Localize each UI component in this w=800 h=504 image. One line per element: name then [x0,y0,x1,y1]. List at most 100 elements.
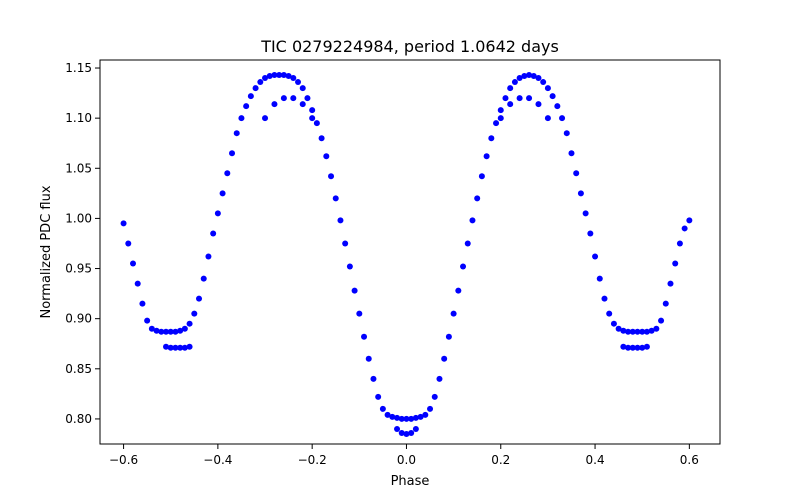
data-point-s0-18 [205,253,212,260]
data-point-s0-40 [309,107,316,114]
data-point-s1-9 [290,95,297,102]
data-point-s1-7 [271,101,278,108]
data-point-s0-94 [563,130,570,137]
x-tick-label: −0.4 [203,453,232,467]
data-point-s1-27 [639,344,646,351]
data-point-s0-30 [262,75,269,82]
data-point-s0-46 [337,217,344,224]
data-point-s0-101 [596,275,603,282]
data-point-s0-44 [328,173,335,180]
data-point-s1-25 [629,344,636,351]
data-point-s0-103 [606,310,613,317]
data-points [120,72,693,437]
data-point-s0-75 [474,195,481,202]
x-tick-label: 0.2 [491,453,510,467]
x-tick-label: 0.6 [680,453,699,467]
data-point-s0-25 [238,115,245,122]
data-point-s0-115 [662,300,669,307]
data-point-s0-51 [361,333,368,340]
data-point-s0-85 [521,73,528,80]
data-point-s1-14 [403,430,410,437]
data-point-s0-11 [172,328,179,335]
chart-title: TIC 0279224984, period 1.0642 days [260,37,559,56]
data-point-s0-76 [478,173,485,180]
data-point-s0-99 [587,230,594,237]
data-point-s0-4 [139,300,146,307]
data-point-s0-91 [549,93,556,100]
data-point-s0-6 [148,325,155,332]
data-point-s0-43 [323,153,330,160]
data-point-s1-10 [299,101,306,108]
x-tick-label: −0.6 [109,453,138,467]
data-point-s0-20 [214,210,221,217]
data-point-s1-18 [507,101,514,108]
data-point-s0-0 [120,220,127,227]
y-axis: 0.80 0.85 0.90 0.95 1.00 1.05 1.10 1.15 [65,61,100,426]
data-point-s0-57 [389,413,396,420]
data-point-s0-14 [186,320,193,327]
data-point-s0-78 [488,135,495,142]
y-tick-label: 1.05 [65,161,92,175]
data-point-s0-86 [526,72,533,79]
data-point-s1-11 [309,115,316,122]
data-point-s0-61 [408,415,415,422]
data-point-s0-36 [290,75,297,82]
data-point-s0-1 [125,240,132,247]
data-point-s1-12 [394,425,401,432]
data-point-s0-39 [304,95,311,102]
data-point-s0-56 [384,411,391,418]
data-point-s0-50 [356,310,363,317]
data-point-s0-47 [342,240,349,247]
data-point-s0-63 [417,413,424,420]
data-point-s1-16 [412,425,419,432]
data-point-s1-15 [408,429,415,436]
data-point-s0-119 [681,225,688,232]
data-point-s0-54 [375,393,382,400]
data-point-s0-108 [629,328,636,335]
data-point-s1-5 [186,343,193,350]
data-point-s0-114 [658,317,665,324]
data-point-s0-38 [299,85,306,92]
data-point-s0-66 [431,393,438,400]
plot-frame [99,59,721,445]
data-point-s1-22 [544,115,551,122]
data-point-s0-16 [196,295,203,302]
data-point-s0-19 [210,230,217,237]
data-point-s0-106 [620,327,627,334]
data-point-s0-64 [422,411,429,418]
data-point-s0-58 [394,414,401,421]
x-tick-label: 0.4 [586,453,605,467]
data-point-s0-113 [653,325,660,332]
data-point-s0-35 [285,73,292,80]
data-point-s1-13 [398,429,405,436]
data-point-s0-102 [601,295,608,302]
data-point-s0-34 [280,72,287,79]
data-point-s1-17 [497,115,504,122]
data-point-s0-27 [247,93,254,100]
data-point-s1-19 [516,95,523,102]
data-point-s0-95 [568,150,575,157]
x-axis: −0.6 −0.4 −0.2 0.0 0.2 0.4 0.6 [109,444,699,467]
data-point-s0-22 [224,170,231,177]
data-point-s0-42 [318,135,325,142]
data-point-s0-12 [177,327,184,334]
data-point-s0-8 [158,328,165,335]
data-point-s0-107 [625,328,632,335]
data-point-s1-2 [172,344,179,351]
y-tick-label: 0.85 [65,362,92,376]
data-point-s1-28 [643,343,650,350]
data-point-s0-73 [464,240,471,247]
data-point-s0-69 [445,333,452,340]
data-point-s0-116 [667,280,674,287]
data-point-s0-33 [276,72,283,79]
data-point-s0-112 [648,327,655,334]
data-point-s0-17 [200,275,207,282]
y-tick-label: 1.15 [65,61,92,75]
data-point-s0-109 [634,328,641,335]
data-point-s0-96 [573,170,580,177]
data-point-s0-32 [271,72,278,79]
y-tick-label: 0.80 [65,412,92,426]
data-point-s1-1 [167,344,174,351]
data-point-s0-67 [436,375,443,382]
